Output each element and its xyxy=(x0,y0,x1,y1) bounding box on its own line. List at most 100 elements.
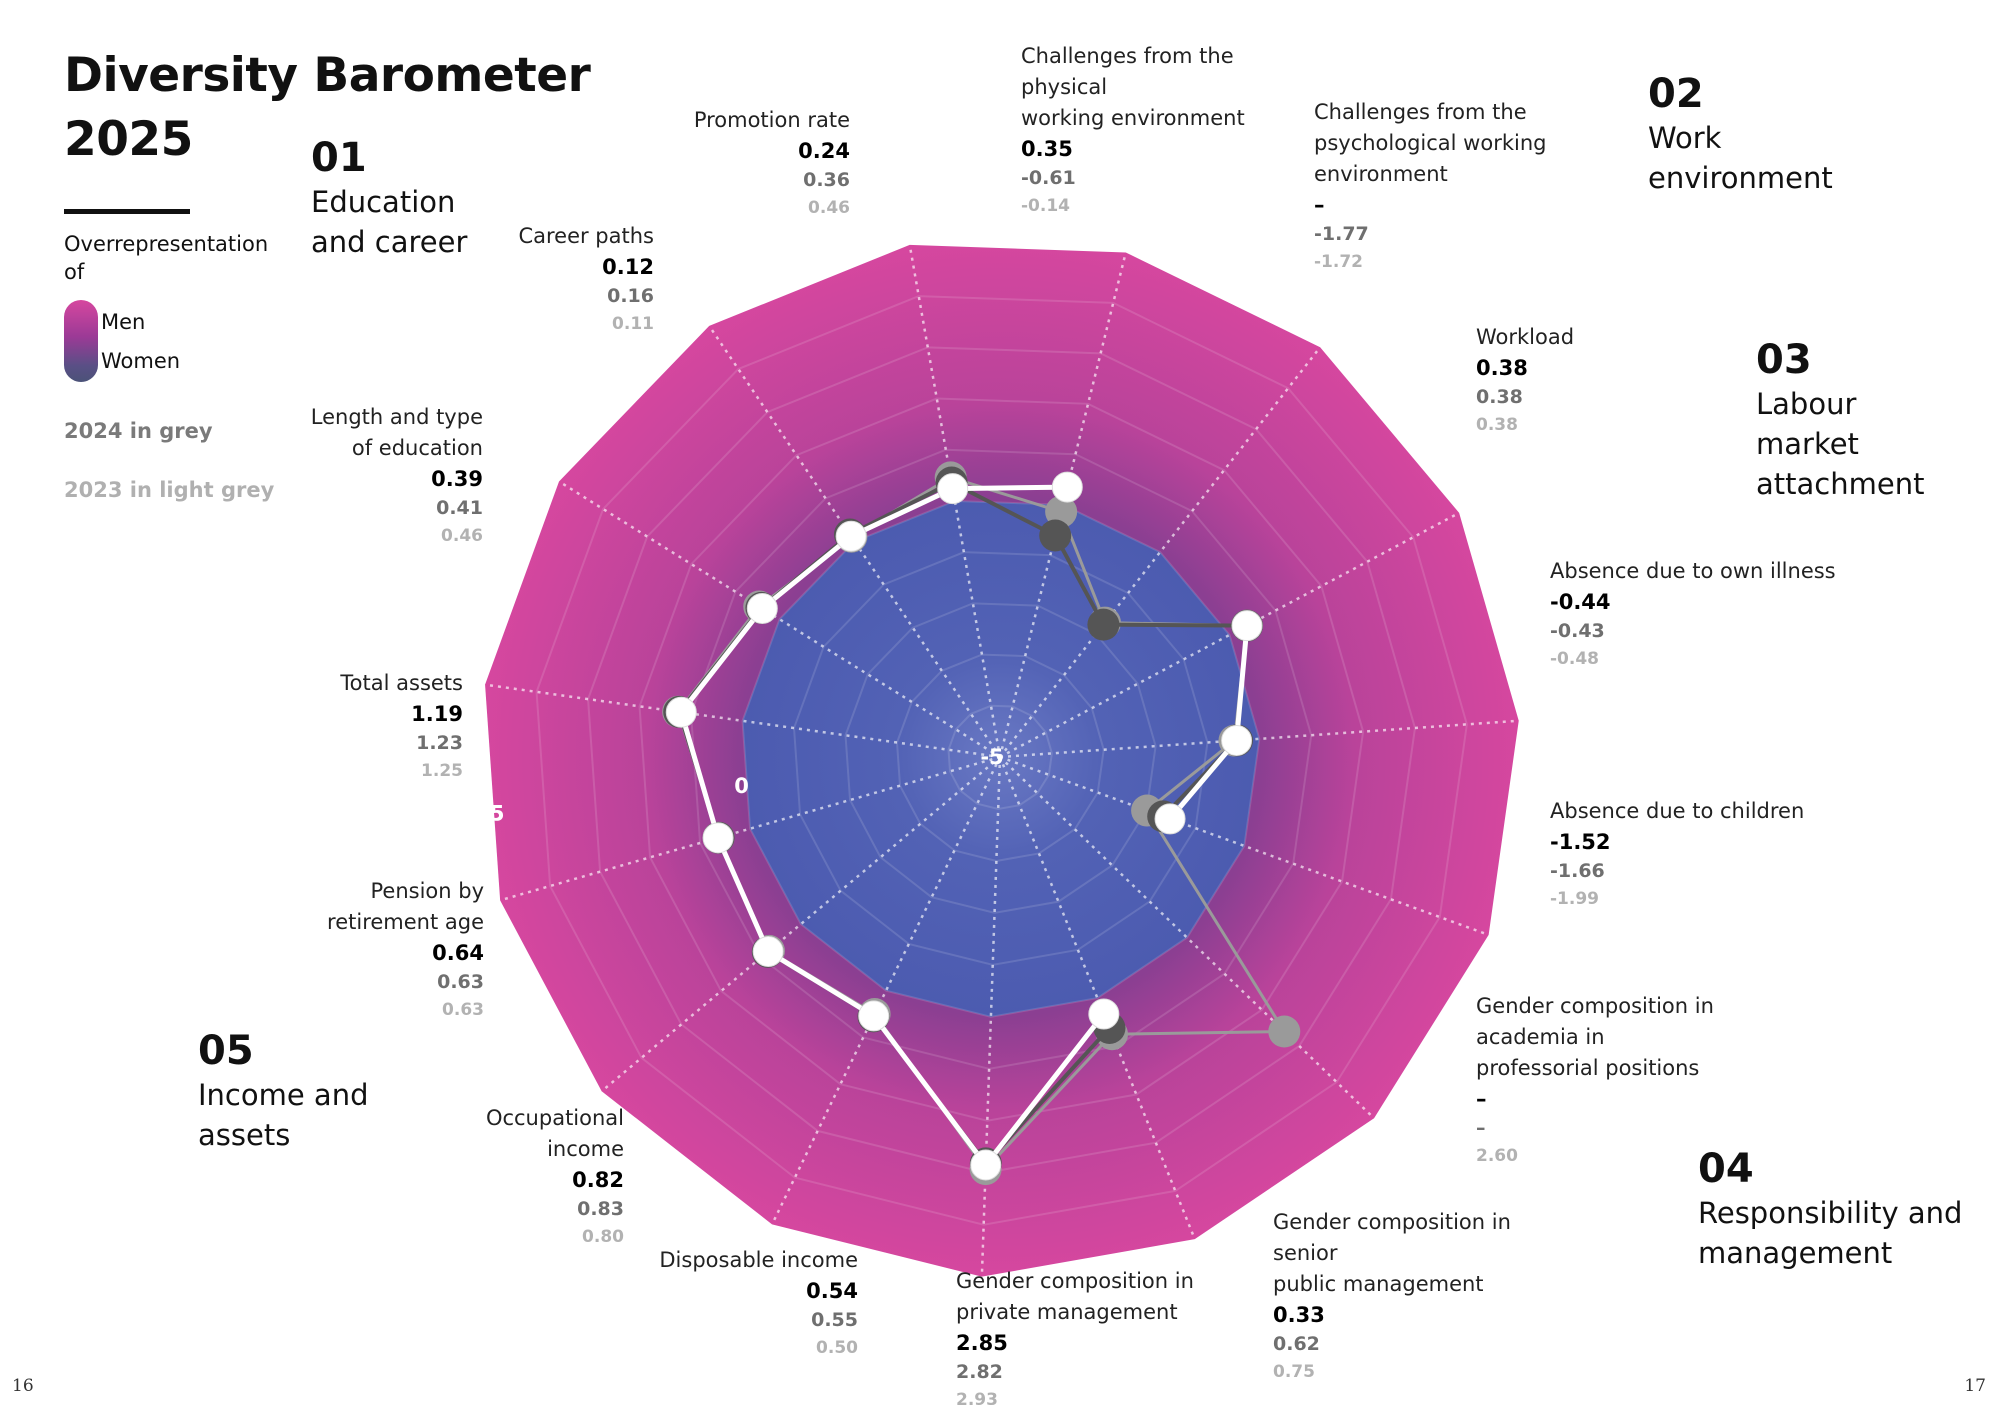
value-2024: 0.36 xyxy=(803,169,850,191)
legend-2023-note: 2023 in light grey xyxy=(64,478,275,502)
category-05: 05 Income and assets xyxy=(198,1027,369,1155)
series-2024-segment xyxy=(1053,533,1106,627)
indicator-name-line: Gender composition in xyxy=(1476,994,1714,1018)
indicator-name-line: Absence due to children xyxy=(1550,799,1805,823)
value-2025: – xyxy=(1476,1087,1487,1111)
axis-spoke xyxy=(999,719,1519,759)
value-2024: – xyxy=(1476,1117,1486,1139)
value-2024: 0.83 xyxy=(577,1198,624,1220)
category-name-line: market xyxy=(1756,427,1859,461)
category-name-line: environment xyxy=(1648,161,1833,195)
indicator-label: Disposable income 0.54 0.55 0.50 xyxy=(558,1245,858,1361)
axis-spoke xyxy=(980,756,1002,1277)
value-2025: -0.44 xyxy=(1550,590,1611,614)
value-2025: 0.64 xyxy=(432,941,484,965)
indicator-label: Gender composition in senior public manag… xyxy=(1273,1207,1573,1385)
indicator-name-line: working environment xyxy=(1021,106,1245,130)
value-2024: 0.41 xyxy=(436,497,483,519)
category-03: 03 Labour market attachment xyxy=(1756,336,1924,504)
indicator-name-line: public management xyxy=(1273,1272,1484,1296)
series-2024-segment xyxy=(1101,622,1250,628)
series-2025-point xyxy=(835,520,867,552)
series-2025-point xyxy=(858,1000,890,1032)
grid-ring xyxy=(638,397,1365,1122)
value-2025: 0.33 xyxy=(1273,1303,1325,1327)
indicator-name-line: Career paths xyxy=(518,224,654,248)
indicator-name-line: retirement age xyxy=(327,910,484,934)
indicator-label: Challenges from the psychological working… xyxy=(1314,97,1614,275)
series-2025-segment xyxy=(983,1011,1107,1168)
value-2024: 1.23 xyxy=(416,732,463,754)
legend-2024-note: 2024 in grey xyxy=(64,419,213,443)
series-2023-segment xyxy=(984,1032,1114,1171)
indicator-label: Promotion rate 0.24 0.36 0.46 xyxy=(550,105,850,221)
axis-spoke xyxy=(999,346,1322,758)
page-number-left: 16 xyxy=(12,1376,34,1396)
value-2023: 0.46 xyxy=(808,198,850,218)
value-2024: -0.43 xyxy=(1550,620,1605,642)
series-2025-point xyxy=(665,696,697,728)
grid-ring xyxy=(741,499,1261,1018)
value-2023: 0.50 xyxy=(816,1338,858,1358)
series-2025-point xyxy=(746,592,778,624)
category-number: 04 xyxy=(1698,1146,1754,1192)
category-name-line: assets xyxy=(198,1118,291,1152)
indicator-name-line: of education xyxy=(351,436,483,460)
axis-spoke xyxy=(558,480,1001,759)
indicator-label: Challenges from the physical working envi… xyxy=(1021,41,1321,219)
indicator-name-line: Challenges from the physical xyxy=(1021,44,1234,99)
value-2023: 0.63 xyxy=(442,1000,484,1020)
value-2025: 0.35 xyxy=(1021,137,1073,161)
value-2025: 2.85 xyxy=(956,1331,1008,1355)
indicator-label: Career paths 0.12 0.16 0.11 xyxy=(354,221,654,337)
axis-spoke xyxy=(600,756,1001,1093)
indicator-label: Occupational income 0.82 0.83 0.80 xyxy=(324,1103,624,1250)
page-title: Diversity Barometer 2025 xyxy=(64,44,591,172)
indicator-name-line: Disposable income xyxy=(659,1248,858,1272)
indicator-label: Length and type of education 0.39 0.41 0.46 xyxy=(183,402,483,549)
page-number-right: 17 xyxy=(1964,1376,1986,1396)
category-name-line: Income and xyxy=(198,1078,369,1112)
value-2023: -1.99 xyxy=(1550,889,1599,909)
indicator-label: Workload 0.38 0.38 0.38 xyxy=(1476,322,1776,438)
legend-gradient-bar xyxy=(64,300,98,382)
indicator-label: Pension by retirement age 0.64 0.63 0.63 xyxy=(184,876,484,1023)
legend-men-label: Men xyxy=(101,310,146,334)
indicator-name-line: psychological working xyxy=(1314,131,1547,155)
value-2025: 0.82 xyxy=(572,1168,624,1192)
value-2023: 2.60 xyxy=(1476,1146,1518,1166)
axis-spoke xyxy=(999,756,1375,1120)
series-2025-point xyxy=(1088,998,1120,1030)
scale-tick-label: 5 xyxy=(490,801,505,825)
indicator-name-line: Challenges from the xyxy=(1314,100,1527,124)
value-2023: 0.11 xyxy=(612,314,654,334)
series-2025-point xyxy=(752,936,784,968)
indicator-name-line: private management xyxy=(956,1300,1178,1324)
value-2025: 0.24 xyxy=(798,139,850,163)
indicator-name-line: income xyxy=(547,1137,624,1161)
category-number: 05 xyxy=(198,1028,254,1074)
series-2023-point xyxy=(1268,1015,1301,1048)
series-2025-segment xyxy=(871,1013,989,1168)
value-2025: – xyxy=(1314,193,1325,217)
series-2025-segment xyxy=(950,484,1070,492)
grid-ring xyxy=(895,653,1105,862)
series-2024-segment xyxy=(949,480,1058,538)
axis-spoke xyxy=(999,755,1490,937)
value-2024: 0.55 xyxy=(811,1309,858,1331)
category-02: 02 Work environment xyxy=(1648,70,1833,198)
series-2025-segment xyxy=(765,949,877,1019)
series-2023-segment xyxy=(1145,809,1286,1034)
series-2025-point xyxy=(937,473,969,505)
series-2025-segment xyxy=(759,533,854,611)
series-2025-point xyxy=(1051,471,1083,503)
axis-spoke xyxy=(998,756,1196,1240)
grid-ring xyxy=(535,295,1468,1226)
category-number: 02 xyxy=(1648,71,1704,117)
series-2025-segment xyxy=(848,486,956,539)
series-2025-segment xyxy=(1167,737,1240,822)
legend-heading: Overrepresentation of xyxy=(64,232,269,284)
value-2023: 2.93 xyxy=(956,1390,998,1410)
scale-tick-label: -5 xyxy=(980,745,1003,769)
